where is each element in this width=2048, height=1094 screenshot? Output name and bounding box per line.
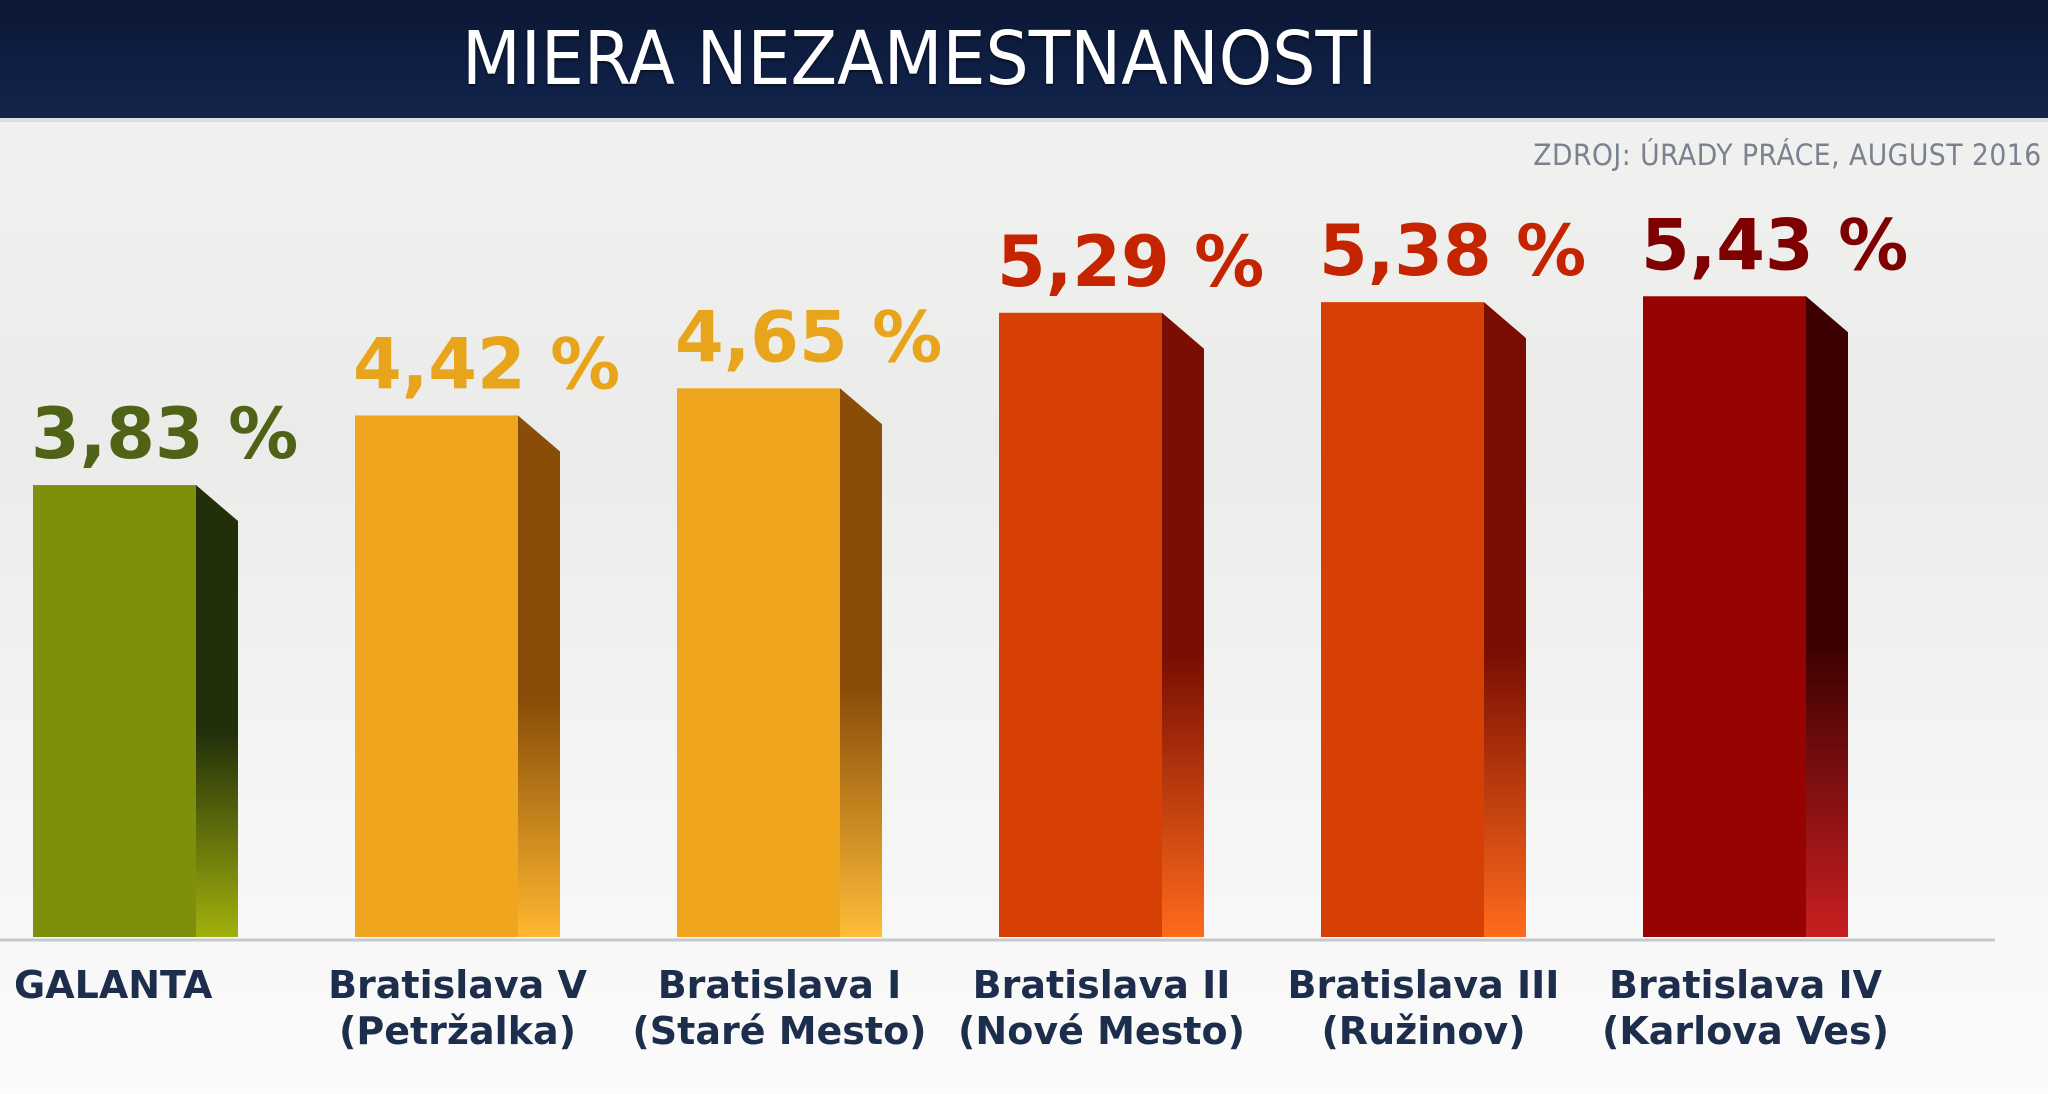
category-labels-group: GALANTA Bratislava V(Petržalka) Bratislava…	[14, 963, 1889, 1053]
bars-group: 3,83 % 4,42 % 4,65 % 5,29 % 5,38 % 5,43 %	[31, 204, 1908, 937]
title-bar: MIERA NEZAMESTNANOSTI	[0, 0, 2048, 122]
bar-front-2	[677, 388, 840, 937]
category-label-2-0: Bratislava I	[658, 963, 902, 1007]
category-label-5-0: Bratislava IV	[1609, 963, 1883, 1007]
category-label-4-0: Bratislava III	[1288, 963, 1560, 1007]
category-label-5-1: (Karlova Ves)	[1602, 1009, 1889, 1053]
category-label-2-1: (Staré Mesto)	[632, 1009, 926, 1053]
bar-front-5	[1643, 296, 1806, 937]
value-label-3: 5,29 %	[997, 221, 1264, 303]
bar-side-2	[840, 388, 882, 937]
source-note: ZDROJ: ÚRADY PRÁCE, AUGUST 2016	[1533, 138, 2042, 172]
bar-front-4	[1321, 302, 1484, 937]
value-label-1: 4,42 %	[353, 323, 620, 405]
category-label-4-1: (Ružinov)	[1321, 1009, 1525, 1053]
value-label-4: 5,38 %	[1319, 210, 1586, 292]
category-label-3-0: Bratislava II	[973, 963, 1231, 1007]
category-label-3-1: (Nové Mesto)	[958, 1009, 1245, 1053]
chart-title: MIERA NEZAMESTNANOSTI	[462, 16, 1378, 102]
bar-side-3	[1162, 312, 1204, 937]
bar-front-1	[355, 415, 518, 937]
bar-side-0	[196, 485, 238, 937]
bar-side-5	[1806, 296, 1848, 937]
bar-front-0	[33, 485, 196, 937]
value-label-0: 3,83 %	[31, 393, 298, 475]
bar-front-3	[999, 312, 1162, 937]
value-label-2: 4,65 %	[675, 296, 942, 378]
bar-side-1	[518, 415, 560, 937]
value-label-5: 5,43 %	[1641, 204, 1908, 286]
bar-side-4	[1484, 302, 1526, 937]
category-label-1-1: (Petržalka)	[339, 1009, 576, 1053]
category-label-0-0: GALANTA	[14, 963, 213, 1007]
category-label-1-0: Bratislava V	[328, 963, 587, 1007]
